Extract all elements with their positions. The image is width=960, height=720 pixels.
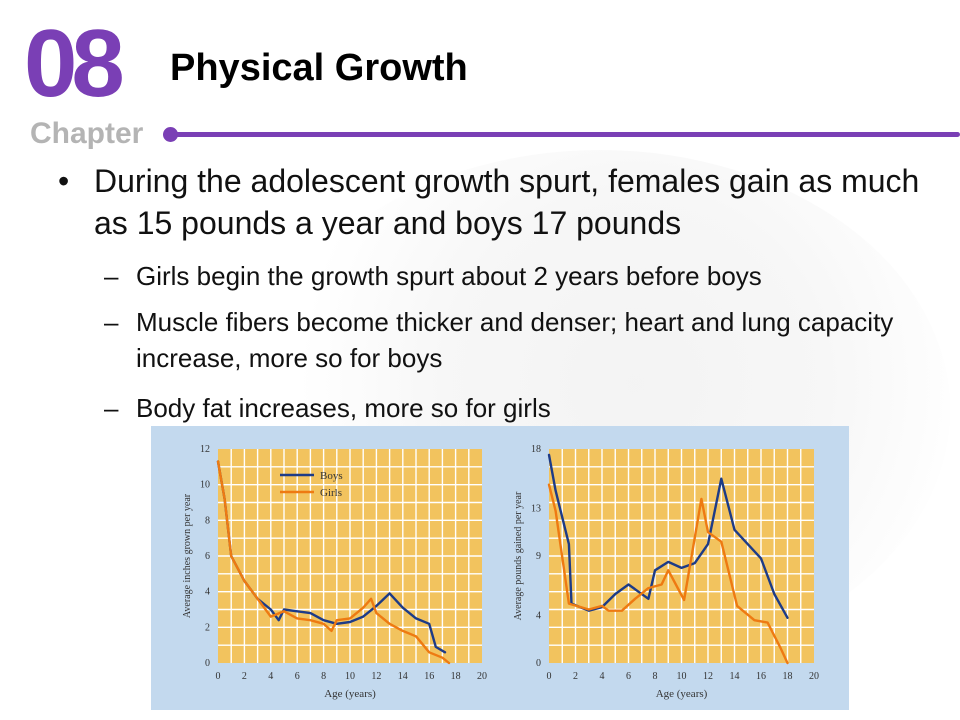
chart-1-x-tick-label: 6 — [295, 671, 300, 682]
sub-bullet-text: Girls begin the growth spurt about 2 yea… — [136, 261, 762, 291]
sub-bullet-mark: – — [104, 261, 119, 291]
chart-2-x-tick-label: 8 — [653, 671, 658, 682]
chart-2-y-axis-label: Average pounds gained per year — [513, 491, 524, 620]
main-bullet-text: During the adolescent growth spurt, fema… — [94, 163, 920, 241]
title-rule — [172, 132, 960, 137]
chart-1-series-girls-line — [216, 460, 451, 665]
chart-1-x-tick-label: 4 — [268, 671, 273, 682]
chart-1-x-tick-label: 14 — [398, 671, 408, 682]
chart-1-x-tick-label: 12 — [371, 671, 381, 682]
main-bullet: • During the adolescent growth spurt, fe… — [58, 160, 938, 244]
chart-2-x-axis-label: Age (years) — [656, 688, 708, 700]
chart-1-x-axis-label: Age (years) — [324, 688, 376, 700]
sub-bullet-text: Muscle fibers become thicker and denser;… — [136, 307, 894, 373]
chart-2-x-tick-label: 14 — [730, 671, 740, 682]
sub-bullet: – Girls begin the growth spurt about 2 y… — [104, 258, 954, 294]
chapter-label: Chapter — [30, 117, 144, 150]
sub-bullet-mark: – — [104, 393, 119, 423]
sub-bullet: – Body fat increases, more so for girls — [104, 390, 954, 426]
chart-2-x-tick-label: 18 — [783, 671, 793, 682]
chart-2-y-tick-label: 18 — [531, 444, 541, 455]
chart-1-y-tick-label: 8 — [205, 515, 210, 526]
chart-1-y-tick-label: 10 — [200, 480, 210, 491]
chart-1-x-tick-label: 0 — [216, 671, 221, 682]
chart-1-y-tick-label: 0 — [205, 658, 210, 669]
chart-2-x-tick-label: 16 — [756, 671, 766, 682]
chart-1-x-tick-label: 8 — [321, 671, 326, 682]
chart-1-y-axis-label: Average inches grown per year — [182, 493, 193, 618]
chart-1-y-tick-label: 6 — [205, 551, 210, 562]
chart-2-x-tick-label: 2 — [573, 671, 578, 682]
chart-1-x-tick-label: 10 — [345, 671, 355, 682]
chart-1-legend-label: Girls — [320, 487, 342, 499]
chart-2-y-tick-label: 13 — [531, 503, 541, 514]
chart-2-x-tick-label: 0 — [547, 671, 552, 682]
chart-2-y-tick-label: 9 — [536, 551, 541, 562]
sub-bullet-mark: – — [104, 307, 119, 337]
chart-2-y-tick-label: 4 — [536, 610, 541, 621]
chapter-number: 08 — [24, 10, 125, 117]
chart-1-x-tick-label: 16 — [424, 671, 434, 682]
chart-1-x-tick-label: 2 — [242, 671, 247, 682]
chart-1-y-tick-label: 2 — [205, 622, 210, 633]
chart-1-legend-label: Boys — [320, 470, 343, 482]
sub-bullet-text: Body fat increases, more so for girls — [136, 393, 551, 423]
chart-2-x-tick-label: 12 — [703, 671, 713, 682]
chart-1-y-tick-label: 4 — [205, 587, 210, 598]
sub-bullet: – Muscle fibers become thicker and dense… — [104, 304, 954, 376]
slide-title: Physical Growth — [170, 47, 468, 89]
chart-1-x-tick-label: 20 — [477, 671, 487, 682]
chart-2-x-tick-label: 10 — [677, 671, 687, 682]
growth-charts-panel: 0 2 4 6 8 10 12 14 16 18 20 0 2 4 6 8 10 12 Age (years) Ave… — [151, 426, 849, 710]
chart-1-y-tick-label: 12 — [200, 444, 210, 455]
chart-2-x-tick-label: 4 — [600, 671, 605, 682]
chart-1-x-tick-label: 18 — [451, 671, 461, 682]
chart-2-series-girls-line — [547, 483, 789, 665]
bullet-mark: • — [58, 163, 70, 199]
chart-2-x-tick-label: 20 — [809, 671, 819, 682]
chart-2-y-tick-label: 0 — [536, 658, 541, 669]
title-rule-dot — [163, 127, 178, 142]
chart-2-x-tick-label: 6 — [626, 671, 631, 682]
